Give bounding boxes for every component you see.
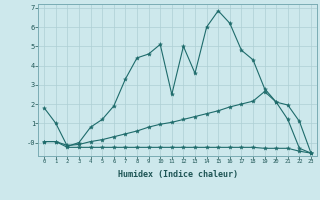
X-axis label: Humidex (Indice chaleur): Humidex (Indice chaleur)	[118, 170, 238, 179]
